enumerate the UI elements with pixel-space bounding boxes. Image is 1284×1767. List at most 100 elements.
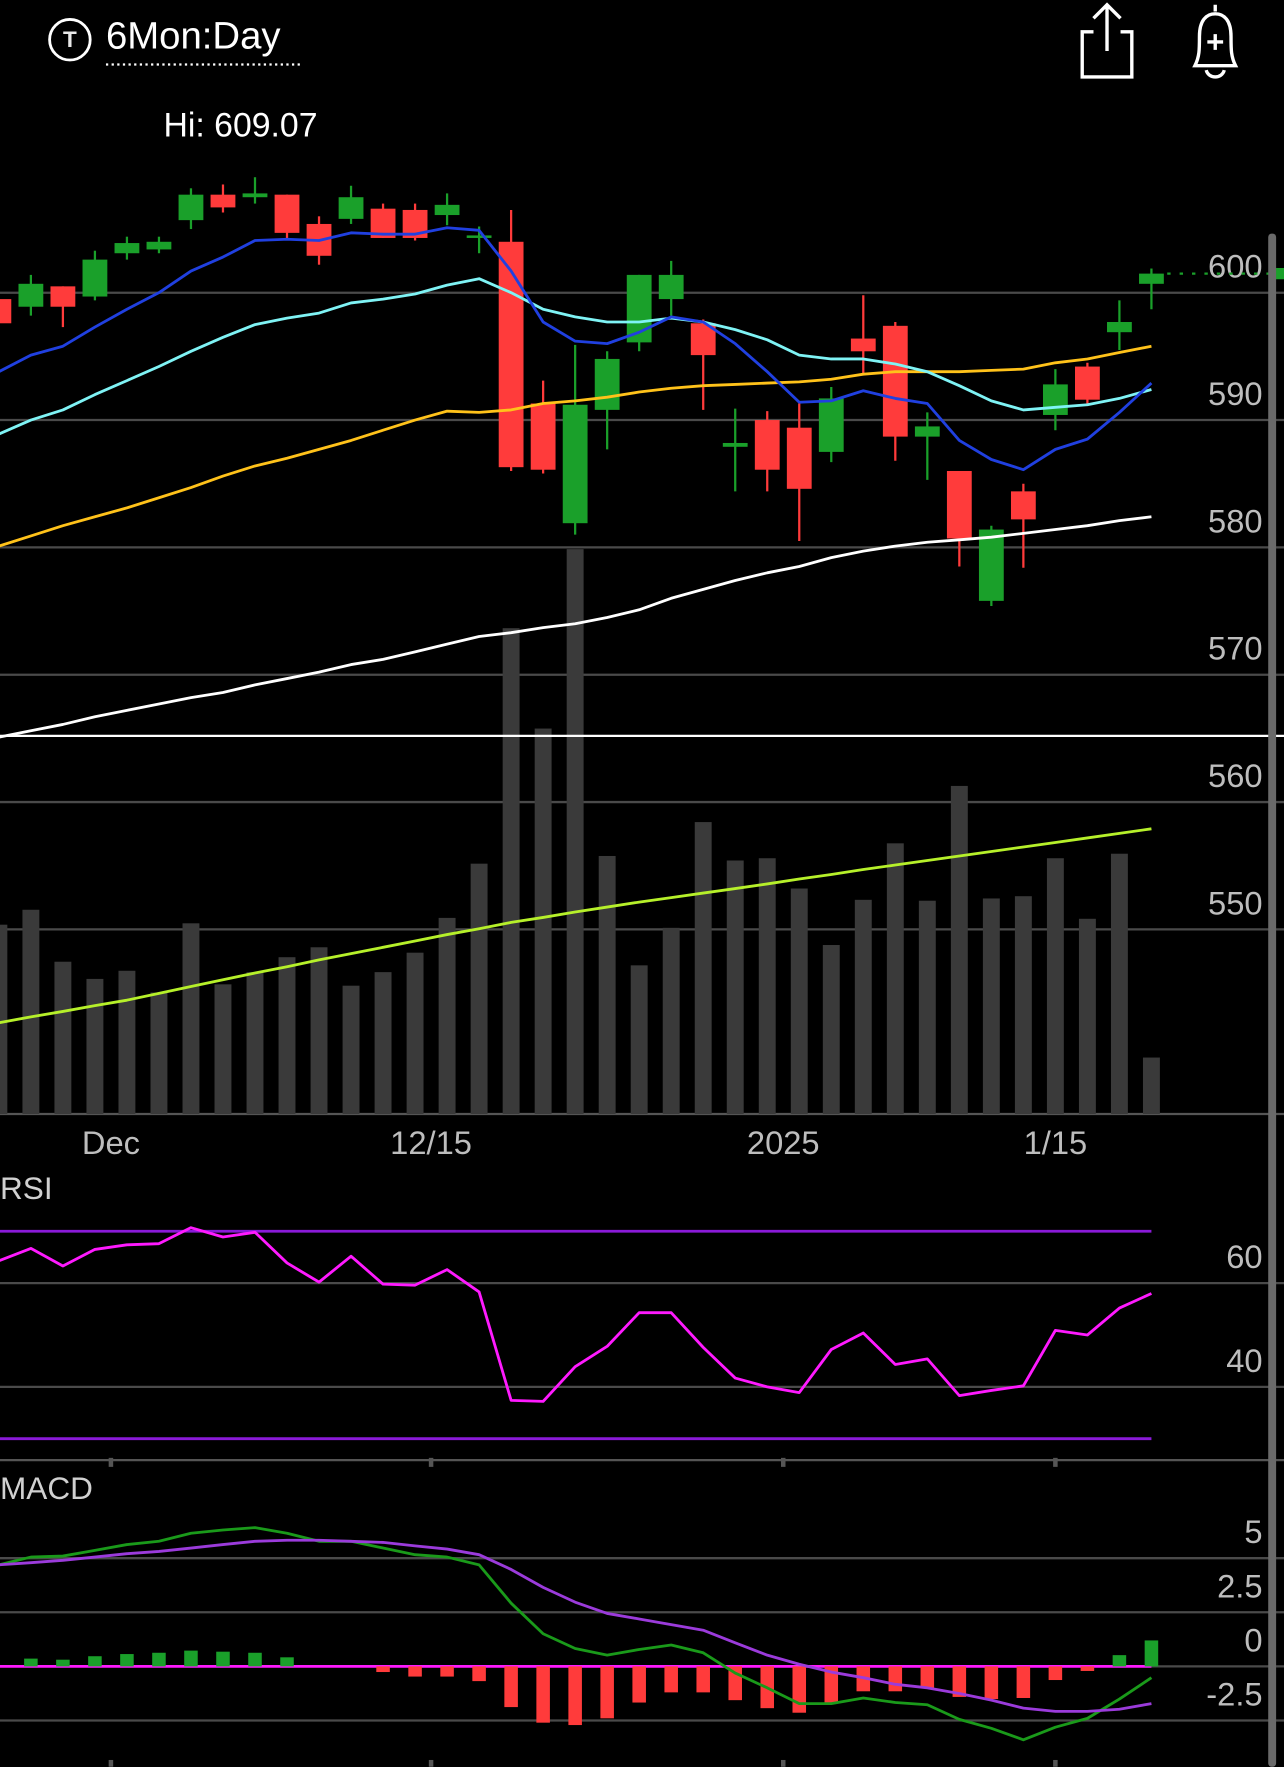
macd-histogram-bar bbox=[984, 1666, 999, 1700]
candle-body bbox=[722, 442, 748, 447]
moving-average-line bbox=[0, 277, 1152, 436]
volume-bar bbox=[278, 957, 296, 1115]
volume-bar bbox=[438, 917, 456, 1115]
ticker-icon bbox=[48, 18, 92, 62]
macd-histogram-bar bbox=[216, 1651, 230, 1667]
volume-bar bbox=[86, 978, 104, 1115]
candle-body bbox=[786, 427, 812, 489]
candle-body bbox=[1139, 273, 1164, 284]
macd-histogram-bar bbox=[120, 1654, 134, 1667]
price-tick-label: 550 bbox=[1208, 884, 1263, 921]
volume-bar bbox=[182, 923, 200, 1115]
price-tick-label: 600 bbox=[1208, 248, 1263, 285]
macd-histogram-bar bbox=[664, 1666, 678, 1693]
candle-body bbox=[978, 529, 1004, 601]
signal-line bbox=[0, 1538, 1152, 1713]
volume-bar bbox=[502, 628, 520, 1115]
volume-bar bbox=[694, 822, 712, 1115]
macd-histogram-bar bbox=[952, 1666, 967, 1697]
macd-histogram-bar bbox=[504, 1666, 518, 1708]
volume-bar bbox=[22, 909, 40, 1115]
volume-bar bbox=[0, 924, 8, 1115]
macd-histogram-bar bbox=[1080, 1666, 1095, 1671]
candle-body bbox=[146, 241, 172, 250]
macd-histogram-bar bbox=[536, 1666, 550, 1723]
price-tick-label: 560 bbox=[1208, 757, 1263, 794]
candle-body bbox=[274, 194, 300, 233]
macd-histogram-bar bbox=[1016, 1666, 1031, 1698]
candle-body bbox=[1074, 366, 1100, 400]
candle-body bbox=[50, 286, 76, 307]
macd-histogram-bar bbox=[184, 1650, 198, 1667]
volume-bar bbox=[150, 992, 168, 1115]
volume-bar bbox=[982, 898, 1000, 1115]
macd-histogram-bar bbox=[408, 1666, 422, 1677]
volume-bar bbox=[630, 965, 648, 1115]
candle-body bbox=[114, 243, 140, 254]
candle-body bbox=[466, 235, 492, 238]
macd-tick-label: 2.5 bbox=[1217, 1567, 1262, 1604]
volume-bar bbox=[214, 984, 232, 1115]
alert-button[interactable] bbox=[1192, 4, 1239, 79]
macd-tick-label: -2.5 bbox=[1206, 1675, 1262, 1712]
candle-body bbox=[818, 398, 844, 452]
candle-body bbox=[882, 325, 908, 437]
moving-average-line bbox=[0, 344, 1152, 548]
scrollbar[interactable] bbox=[1268, 233, 1277, 1767]
ticker-icon-letter: T bbox=[63, 27, 77, 52]
price-tick-label: 570 bbox=[1208, 630, 1263, 667]
candle-body bbox=[1010, 491, 1036, 520]
candle-body bbox=[594, 358, 620, 410]
volume-bar bbox=[406, 952, 424, 1115]
candle-body bbox=[658, 274, 684, 300]
macd-histogram-bar bbox=[88, 1656, 102, 1667]
macd-histogram-bar bbox=[24, 1658, 38, 1667]
macd-histogram-bar bbox=[1048, 1666, 1063, 1681]
macd-histogram-bar bbox=[280, 1657, 294, 1667]
macd-histogram-bar bbox=[1112, 1655, 1127, 1667]
x-tick-label: 1/15 bbox=[1024, 1124, 1088, 1161]
macd-tick-label: 5 bbox=[1244, 1513, 1262, 1550]
candle-body bbox=[1107, 322, 1132, 333]
volume-average-line bbox=[0, 827, 1152, 1024]
volume-bar bbox=[246, 972, 264, 1115]
candle-body bbox=[18, 283, 44, 307]
macd-tick-label: 0 bbox=[1244, 1621, 1262, 1658]
candle-body bbox=[434, 204, 460, 216]
share-icon bbox=[1080, 2, 1134, 79]
rsi-tick-label: 60 bbox=[1226, 1238, 1262, 1275]
macd-histogram-bar bbox=[696, 1666, 710, 1693]
volume-bar bbox=[310, 947, 328, 1115]
macd-histogram-bar bbox=[888, 1666, 903, 1692]
candle-body bbox=[754, 420, 780, 470]
candle-body bbox=[338, 197, 364, 219]
candle-body bbox=[178, 194, 204, 221]
price-tick-label: 580 bbox=[1208, 502, 1263, 539]
volume-bar bbox=[342, 985, 360, 1115]
macd-histogram-bar bbox=[56, 1659, 70, 1667]
candle-body bbox=[242, 193, 268, 198]
macd-histogram-bar bbox=[600, 1666, 614, 1719]
candle-body bbox=[850, 338, 876, 352]
macd-histogram-bar bbox=[440, 1666, 454, 1677]
last-price-marker bbox=[1271, 267, 1284, 280]
macd-histogram-bar bbox=[632, 1666, 646, 1703]
high-annotation: Hi: 609.07 bbox=[163, 107, 317, 145]
volume-bar bbox=[1078, 918, 1096, 1115]
volume-bar bbox=[470, 863, 488, 1115]
macd-histogram-bar bbox=[824, 1666, 839, 1703]
x-tick-label: 12/15 bbox=[390, 1124, 472, 1161]
x-tick-label: Dec bbox=[82, 1124, 140, 1161]
x-tick-label: 2025 bbox=[747, 1124, 820, 1161]
macd-histogram-bar bbox=[1144, 1640, 1159, 1667]
share-button[interactable] bbox=[1080, 2, 1134, 79]
volume-bar bbox=[566, 549, 584, 1115]
candle-body bbox=[210, 194, 236, 208]
macd-histogram-bar bbox=[376, 1666, 390, 1673]
volume-bar bbox=[534, 728, 552, 1115]
macd-title: MACD bbox=[0, 1470, 93, 1506]
volume-bar bbox=[118, 970, 136, 1115]
volume-bar bbox=[758, 858, 776, 1115]
timeframe-button[interactable]: T 6Mon:Day bbox=[48, 15, 300, 66]
